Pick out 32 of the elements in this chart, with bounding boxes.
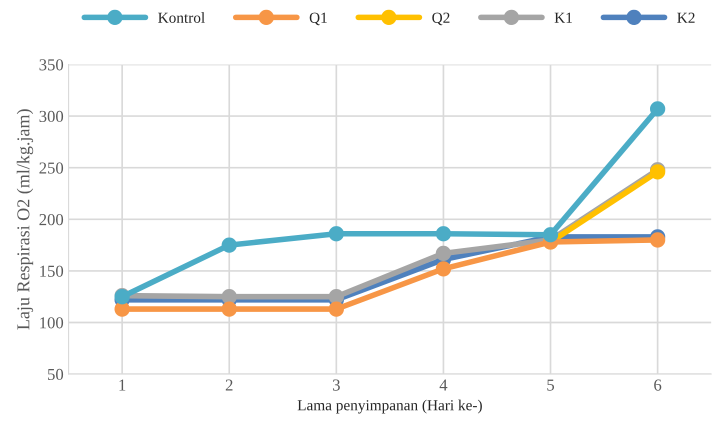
y-tick-label: 50 xyxy=(48,368,64,380)
point xyxy=(222,289,237,304)
point xyxy=(328,289,344,304)
y-tick-label: 100 xyxy=(40,317,64,328)
y-tick-label: 300 xyxy=(40,110,64,122)
point xyxy=(222,237,237,253)
point xyxy=(436,261,452,276)
y-tick-label: 200 xyxy=(39,214,64,226)
x-tick-label: 4 xyxy=(440,380,448,391)
x-axis-title: Lama penyimpanan (Hari ke-) xyxy=(298,400,482,414)
point xyxy=(222,301,237,317)
point xyxy=(436,246,452,261)
legend-label: K1 xyxy=(554,12,572,23)
legend-label: K2 xyxy=(677,12,695,23)
point xyxy=(328,301,344,317)
x-tick-label: 2 xyxy=(226,379,232,391)
point xyxy=(328,226,344,242)
point xyxy=(650,101,666,117)
y-tick-label: 350 xyxy=(40,59,64,70)
x-tick-label: 5 xyxy=(547,380,554,391)
point xyxy=(650,232,666,248)
y-tick-label: 150 xyxy=(40,266,64,277)
x-tick-label: 6 xyxy=(654,379,662,391)
y-tick-label: 250 xyxy=(39,162,64,174)
point xyxy=(436,226,452,242)
legend-label: Kontrol xyxy=(158,12,205,23)
y-axis-title: Laju Respirasi O2 (ml/kg.jam) xyxy=(16,109,34,330)
legend-label: Q1 xyxy=(310,12,327,26)
x-tick-label: 1 xyxy=(119,380,126,391)
x-tick-label: 3 xyxy=(332,379,340,391)
legend-label: Q2 xyxy=(432,12,450,26)
point xyxy=(114,301,130,317)
